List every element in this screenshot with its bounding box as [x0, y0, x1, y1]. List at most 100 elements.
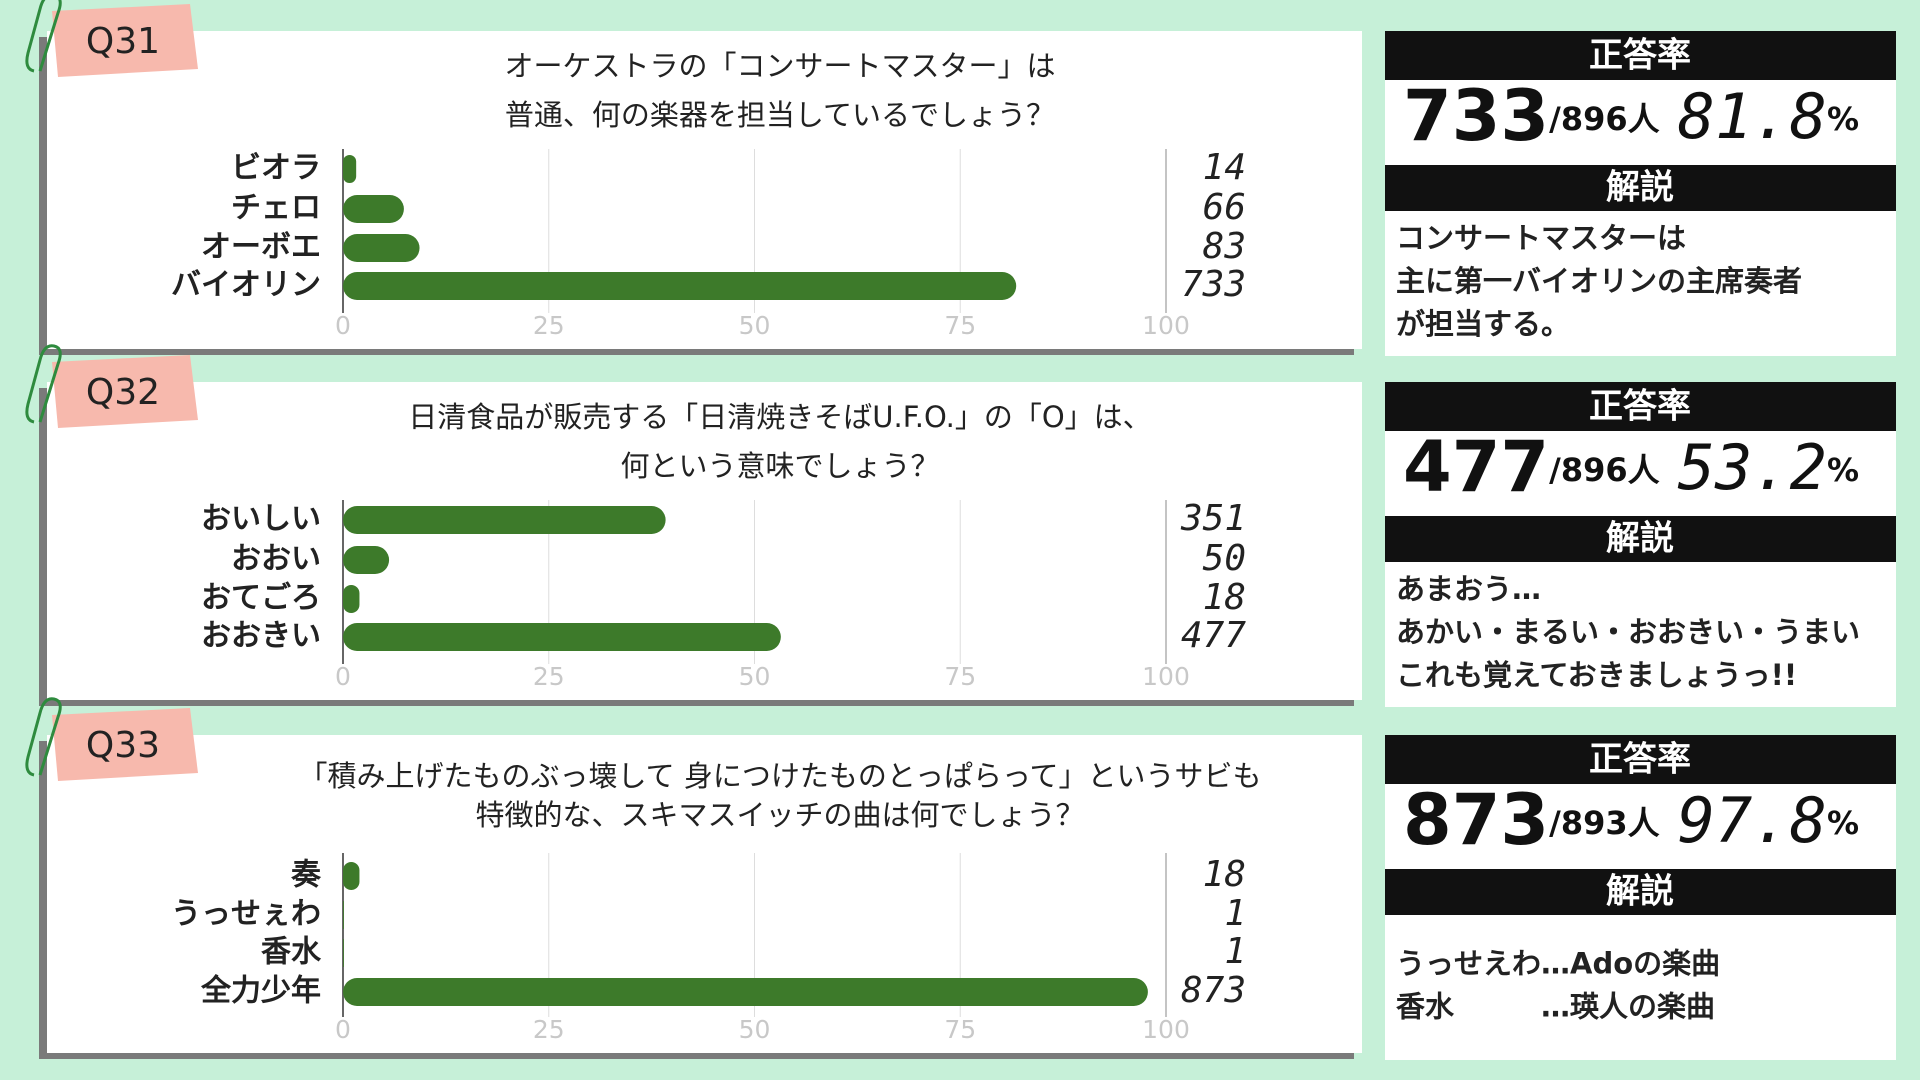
question-panel: Q33 「積み上げたものぶっ壊して 身につけたものとっぱらって」というサビも特徴的… — [25, 697, 1362, 1059]
count-label: 18 — [1203, 577, 1246, 618]
x-tick-label: 50 — [739, 311, 771, 340]
correct-count: 733 — [1403, 75, 1549, 157]
category-label: うっせぇわ — [171, 897, 321, 932]
x-tick-label: 0 — [335, 662, 351, 691]
bar — [343, 195, 404, 223]
total-count: /896人 — [1549, 451, 1660, 489]
bar — [343, 585, 360, 613]
question-title: 普通、何の楽器を担当しているでしょう？ — [505, 98, 1055, 132]
correct-count: 873 — [1403, 779, 1549, 861]
question-title: 「積み上げたものぶっ壊して 身につけたものとっぱらって」というサビも — [298, 759, 1261, 793]
bar — [343, 862, 360, 890]
category-label: 奏 — [291, 858, 322, 893]
question-label: Q32 — [86, 372, 160, 413]
count-label: 50 — [1203, 538, 1246, 579]
question-title: 日清食品が販売する「日清焼きそばU.F.O.」の「O」は、 — [408, 400, 1151, 434]
count-label: 18 — [1203, 854, 1246, 895]
x-tick-label: 100 — [1142, 1015, 1190, 1044]
total-count: /893人 — [1549, 804, 1660, 842]
bar — [343, 234, 420, 262]
paperclip — [25, 697, 62, 777]
rate-header: 正答率 — [1589, 740, 1691, 780]
question-title: オーケストラの「コンサートマスター」は — [504, 49, 1055, 83]
bar — [343, 546, 390, 574]
category-label: 全力少年 — [200, 974, 321, 1009]
rate-value: 81.8 — [1678, 80, 1827, 153]
correct-count: 477 — [1403, 426, 1549, 508]
question-tag — [52, 4, 198, 77]
rate-header-bar — [1385, 735, 1896, 784]
rate-header: 正答率 — [1589, 36, 1691, 76]
category-label: ビオラ — [231, 151, 321, 186]
x-tick-label: 50 — [739, 1015, 771, 1044]
category-label: 香水 — [261, 935, 322, 970]
total-count: /896人 — [1549, 100, 1660, 138]
count-label: 1 — [1224, 893, 1246, 934]
category-label: オーボエ — [201, 230, 321, 265]
count-label: 83 — [1203, 226, 1246, 267]
x-tick-label: 25 — [533, 1015, 565, 1044]
explanation-line: が担当する。 — [1396, 307, 1570, 341]
rate-line: 873/893人 97.8% — [1403, 779, 1859, 861]
category-label: おおきい — [201, 619, 321, 654]
question-label: Q31 — [86, 21, 160, 62]
category-label: おいしい — [201, 502, 321, 537]
x-tick-label: 75 — [944, 311, 976, 340]
x-tick-label: 25 — [533, 662, 565, 691]
question-title: 特徴的な、スキマスイッチの曲は何でしょう？ — [475, 798, 1084, 832]
question-title: 何という意味でしょう？ — [620, 449, 939, 483]
explanation-line: うっせえわ…Adoの楽曲 — [1396, 947, 1720, 981]
rate-header-bar — [1385, 382, 1896, 431]
x-tick-label: 0 — [335, 311, 351, 340]
count-label: 66 — [1203, 187, 1246, 228]
count-label: 733 — [1181, 264, 1246, 305]
rate-unit: % — [1827, 804, 1859, 842]
explain-header-bar — [1385, 165, 1896, 211]
question-panel: Q31 オーケストラの「コンサートマスター」は普通、何の楽器を担当しているでしょう… — [25, 0, 1362, 355]
explanation-line: コンサートマスターは — [1396, 221, 1686, 255]
count-label: 873 — [1181, 970, 1246, 1011]
x-tick-label: 25 — [533, 311, 565, 340]
bar — [343, 901, 344, 929]
explain-header: 解説 — [1606, 872, 1674, 912]
explanation-line: あまおう… — [1396, 572, 1541, 606]
explanation-line: あかい・まるい・おおきい・うまい — [1396, 615, 1860, 649]
x-tick-label: 50 — [739, 662, 771, 691]
answer-panel: 正答率 733/896人 81.8% 解説コンサートマスターは主に第一バイオリンの主席… — [1385, 31, 1896, 356]
category-label: チェロ — [231, 191, 321, 226]
explain-header: 解説 — [1606, 168, 1674, 208]
bar — [343, 506, 666, 534]
explanation-line: 香水 …瑛人の楽曲 — [1396, 990, 1715, 1024]
bar — [343, 978, 1148, 1006]
rate-unit: % — [1827, 451, 1859, 489]
x-tick-label: 0 — [335, 1015, 351, 1044]
category-label: おてごろ — [201, 581, 321, 616]
bar — [343, 155, 357, 183]
question-tag — [52, 355, 198, 428]
bar — [343, 939, 344, 967]
question-label: Q33 — [86, 725, 160, 766]
question-panel: Q32 日清食品が販売する「日清焼きそばU.F.O.」の「O」は、何という意味でし… — [25, 344, 1362, 706]
category-label: バイオリン — [171, 268, 321, 303]
rate-line: 733/896人 81.8% — [1403, 75, 1859, 157]
bar — [343, 272, 1017, 300]
paperclip — [25, 344, 62, 424]
x-tick-label: 75 — [944, 1015, 976, 1044]
explain-header: 解説 — [1606, 519, 1674, 559]
x-tick-label: 75 — [944, 662, 976, 691]
count-label: 1 — [1224, 931, 1246, 972]
explain-header-bar — [1385, 869, 1896, 915]
bar — [343, 623, 781, 651]
count-label: 351 — [1180, 498, 1246, 539]
explanation-line: これも覚えておきましょうっ!! — [1396, 658, 1797, 692]
rate-value: 97.8 — [1678, 784, 1827, 857]
explain-header-bar — [1385, 516, 1896, 562]
count-label: 477 — [1181, 615, 1246, 656]
category-label: おおい — [231, 542, 321, 577]
rate-line: 477/896人 53.2% — [1403, 426, 1859, 508]
rate-value: 53.2 — [1678, 431, 1827, 504]
explanation-line: 主に第一バイオリンの主席奏者 — [1396, 264, 1802, 298]
